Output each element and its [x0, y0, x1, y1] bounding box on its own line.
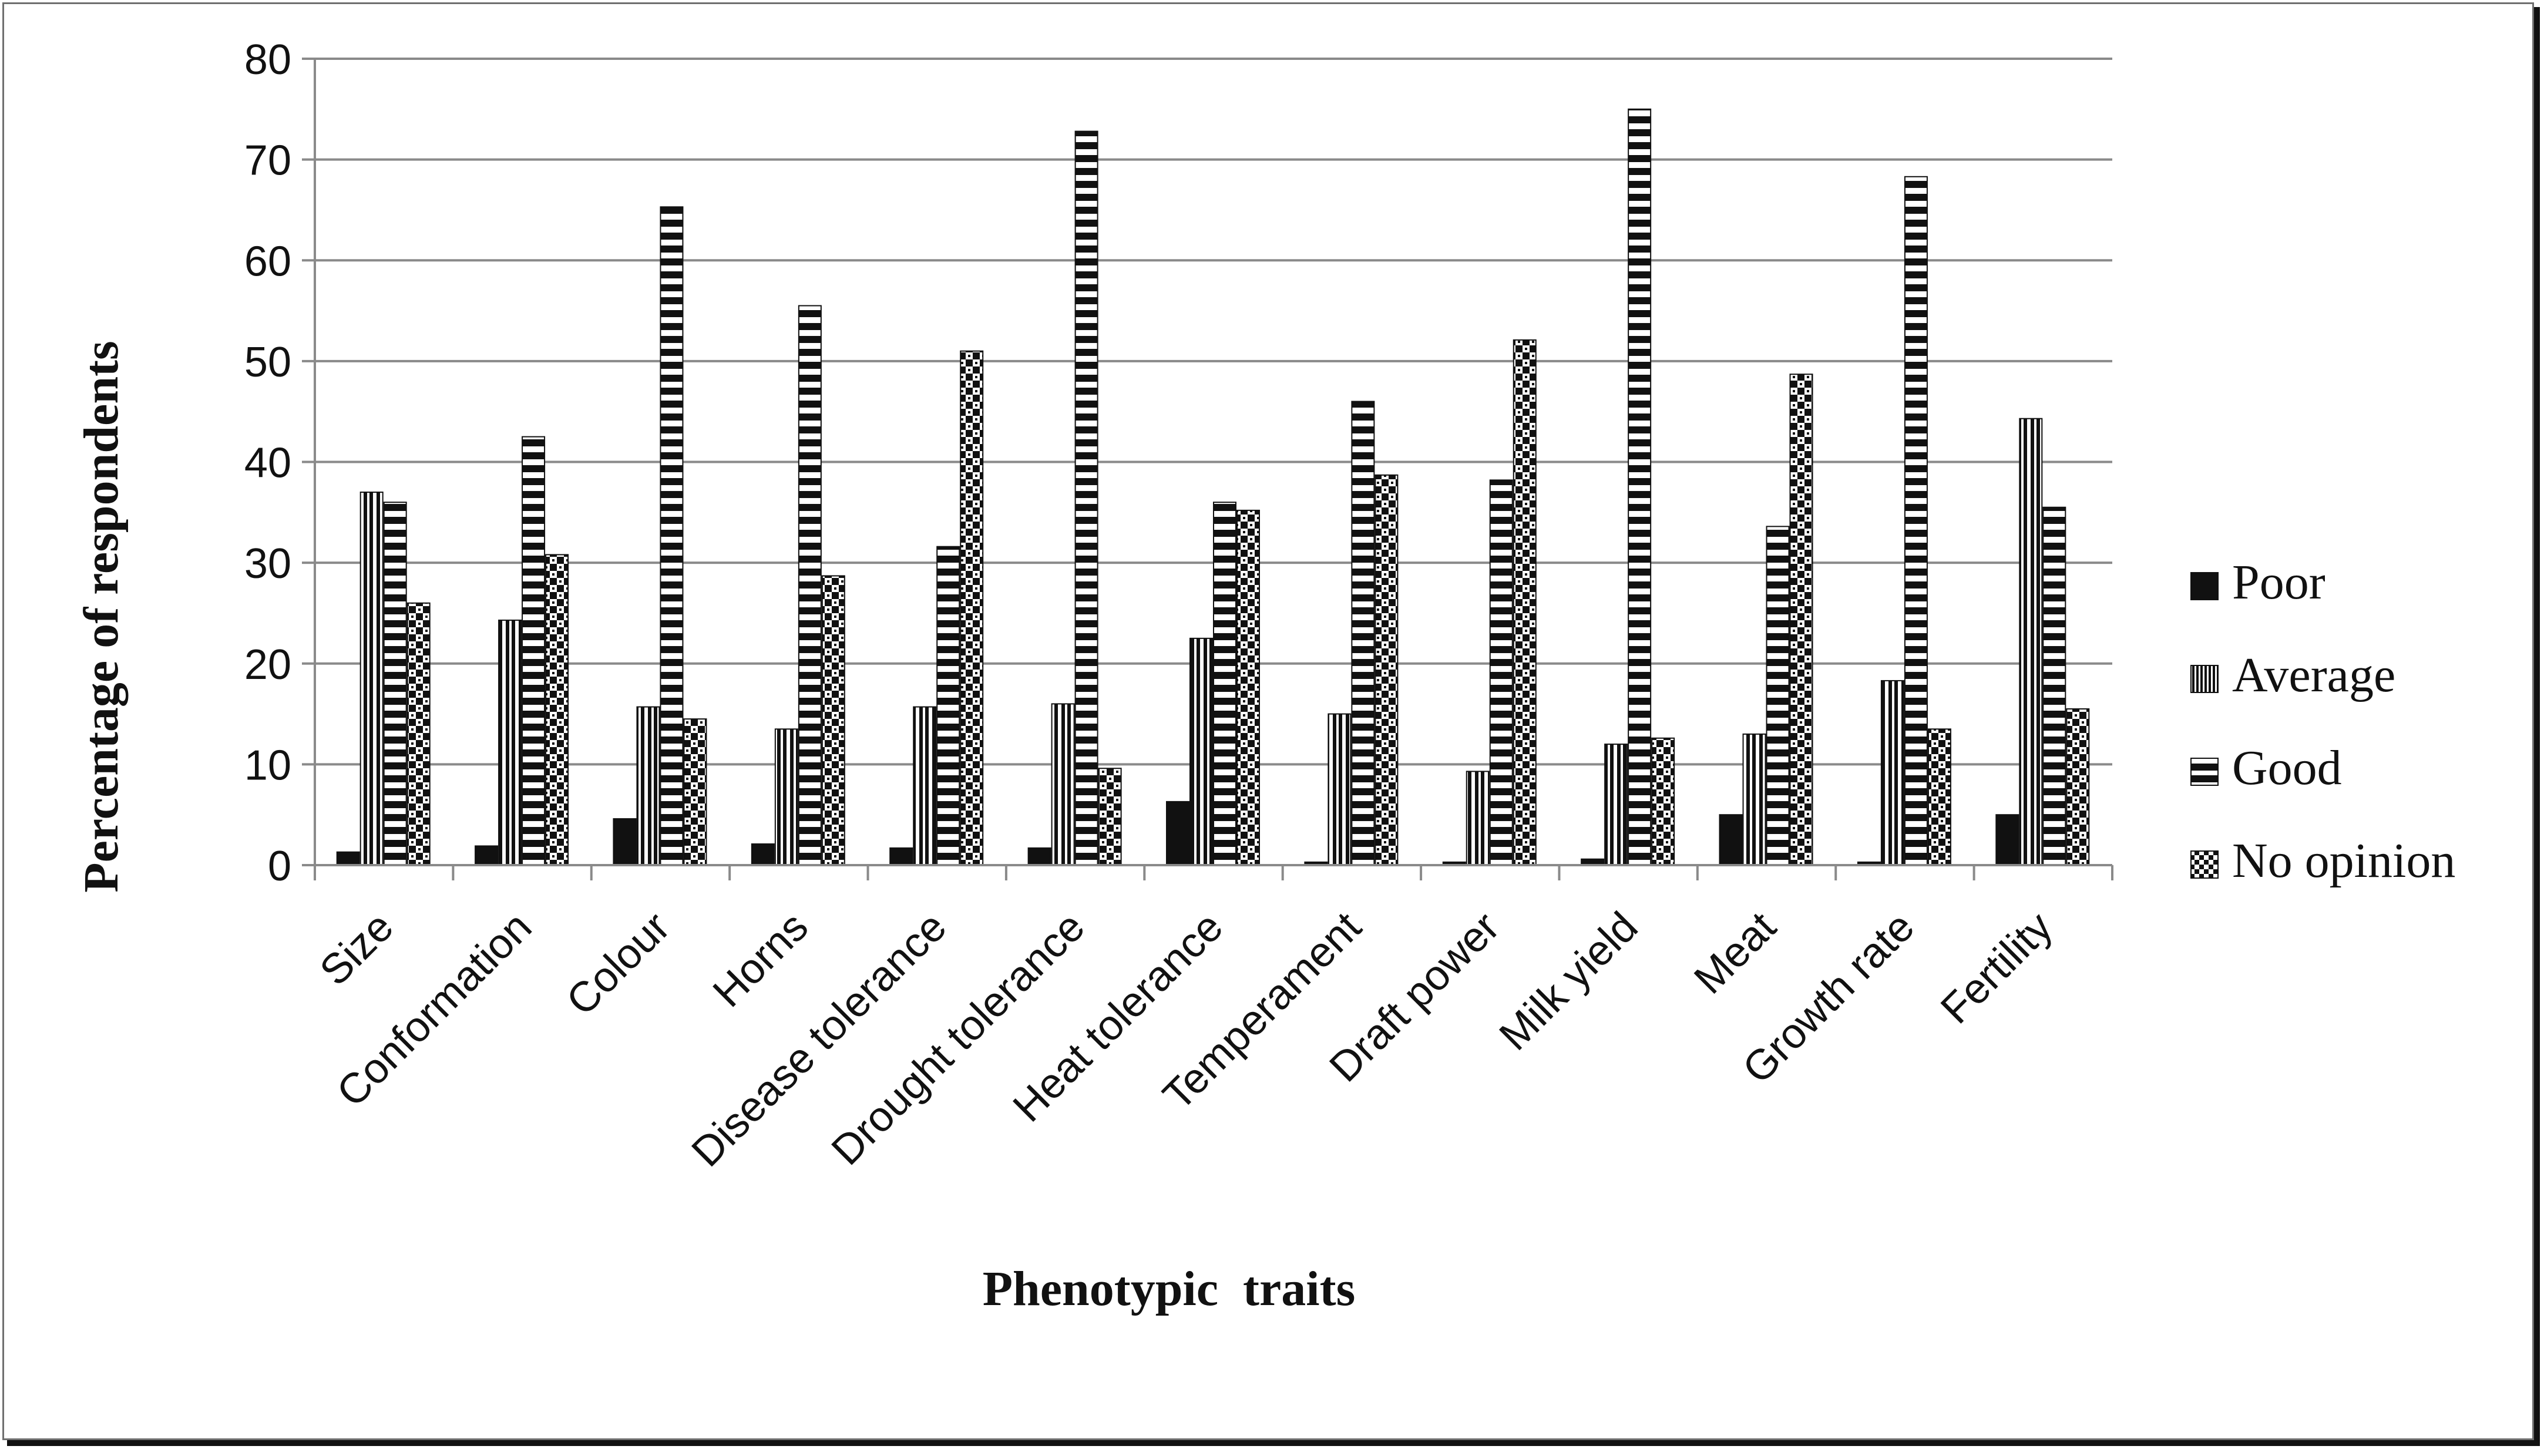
bar-average — [498, 619, 522, 866]
bar-no-opinion — [1375, 474, 1399, 866]
bar-no-opinion — [683, 718, 707, 866]
legend-swatch-average — [2190, 665, 2219, 693]
bar-no-opinion — [406, 602, 431, 866]
x-tick-label: Meat — [1685, 903, 1785, 1003]
bar-good — [1489, 479, 1513, 866]
y-tick-label: 80 — [244, 36, 291, 83]
x-axis-title: Phenotypic traits — [983, 1262, 1356, 1316]
bar-no-opinion — [1927, 728, 1951, 866]
bar-poor — [1027, 847, 1051, 866]
legend-swatch-poor — [2190, 572, 2219, 600]
x-tick-label: Disease tolerance — [683, 903, 955, 1176]
bar-average — [774, 728, 798, 866]
bar-good — [1904, 176, 1928, 866]
y-tick-label: 60 — [244, 238, 291, 285]
y-tick-label: 50 — [244, 339, 291, 386]
bar-average — [359, 491, 384, 866]
bar-average — [1742, 733, 1766, 866]
x-tick-label: Horns — [704, 903, 817, 1016]
bar-good — [1074, 130, 1098, 866]
y-tick-label: 20 — [244, 641, 291, 688]
bar-no-opinion — [1513, 339, 1537, 866]
bar-good — [383, 502, 407, 866]
bar-poor — [889, 847, 913, 866]
bar-no-opinion — [1651, 737, 1675, 866]
x-tick-label: Milk yield — [1491, 903, 1647, 1060]
y-tick-label: 70 — [244, 137, 291, 184]
x-tick-label: Drought tolerance — [823, 903, 1094, 1174]
bar-poor — [336, 851, 360, 866]
bar-average — [636, 706, 660, 866]
bar-no-opinion — [1789, 374, 1813, 866]
frame-shadow-right — [2534, 7, 2540, 1445]
legend-swatch-good — [2190, 758, 2219, 786]
bar-poor — [613, 818, 637, 866]
bar-good — [798, 305, 822, 866]
bar-average — [1328, 713, 1352, 866]
bar-good — [936, 546, 960, 866]
bar-good — [660, 206, 684, 866]
x-tick-label: Fertility — [1932, 903, 2062, 1033]
bar-average — [1051, 703, 1075, 866]
bar-no-opinion — [545, 554, 569, 866]
bar-no-opinion — [2066, 708, 2090, 866]
bar-good — [1628, 108, 1652, 866]
frame-shadow-bottom — [7, 1440, 2540, 1446]
legend-swatch-no-opinion — [2190, 850, 2219, 879]
y-tick-label: 0 — [268, 843, 291, 890]
y-tick-label: 40 — [244, 440, 291, 487]
y-axis-ticks: 0 10 20 30 40 50 60 70 80 — [244, 36, 315, 890]
bar-average — [913, 706, 937, 866]
bar-poor — [1995, 814, 2019, 866]
x-tick-label: Size — [311, 903, 402, 995]
bar-average — [1189, 637, 1213, 866]
legend: Poor Average Good No opinion — [2190, 555, 2455, 888]
bar-poor — [1719, 814, 1743, 866]
y-tick-label: 30 — [244, 540, 291, 587]
bar-poor — [1166, 801, 1189, 866]
bar-no-opinion — [1236, 509, 1260, 866]
bar-poor — [751, 843, 775, 866]
bar-good — [1351, 401, 1375, 866]
legend-label: Average — [2232, 648, 2395, 702]
bar-no-opinion — [960, 350, 984, 866]
bar-good — [522, 436, 546, 866]
legend-label: No opinion — [2232, 833, 2455, 888]
bar-no-opinion — [821, 575, 845, 866]
bar-average — [1880, 680, 1904, 866]
axes — [314, 59, 2113, 880]
bar-good — [1213, 502, 1236, 866]
bar-average — [2019, 418, 2043, 866]
bar-poor — [475, 845, 499, 866]
bars — [336, 108, 2090, 866]
y-axis-title: Percentage of respondents — [74, 341, 129, 892]
bar-good — [2042, 506, 2066, 866]
x-tick-label: Colour — [557, 903, 679, 1025]
bar-no-opinion — [1098, 768, 1122, 866]
bar-average — [1466, 771, 1490, 866]
bar-average — [1604, 744, 1628, 866]
legend-label: Poor — [2232, 555, 2325, 610]
legend-label: Good — [2232, 741, 2342, 795]
bar-good — [1766, 526, 1790, 866]
y-tick-label: 10 — [244, 742, 291, 789]
